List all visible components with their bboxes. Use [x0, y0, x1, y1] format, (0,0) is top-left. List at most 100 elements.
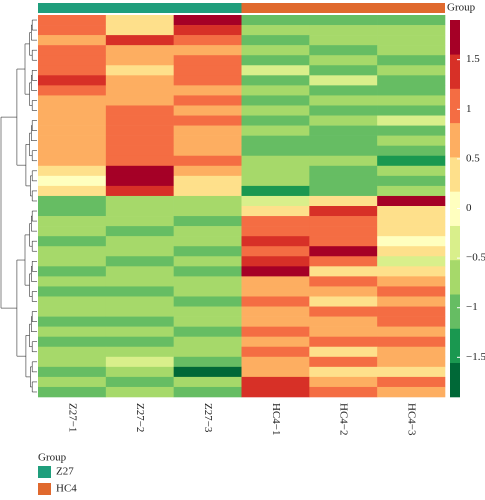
colorbar-tick-label: −0.5: [466, 252, 485, 264]
heatmap-cell: [173, 15, 242, 26]
heatmap-cell: [309, 306, 378, 317]
column-label: HC4−3: [406, 403, 418, 436]
heatmap-cell: [377, 316, 446, 327]
heatmap-cell: [309, 256, 378, 267]
heatmap-cell: [173, 296, 242, 307]
heatmap-cell: [105, 316, 174, 327]
colorbar-bin: [450, 191, 460, 226]
heatmap-cell: [377, 95, 446, 106]
heatmap-cell: [173, 366, 242, 378]
heatmap-cell: [105, 145, 174, 157]
heatmap-cell: [377, 155, 446, 167]
heatmap-cell: [309, 316, 378, 327]
heatmap-cell: [377, 326, 446, 337]
heatmap-cell: [241, 35, 310, 46]
heatmap-cell: [377, 376, 446, 388]
heatmap-cell: [377, 105, 446, 116]
heatmap-cell: [173, 115, 242, 126]
heatmap-cell: [173, 206, 242, 217]
heatmap-cell: [38, 75, 107, 86]
heatmap-cell: [105, 85, 174, 96]
heatmap-cell: [173, 105, 242, 116]
heatmap-cell: [38, 135, 107, 146]
heatmap-cell: [377, 236, 446, 247]
heatmap-cell: [241, 356, 310, 368]
colorbar-bin: [450, 225, 460, 261]
column-label: Z27−2: [134, 403, 146, 432]
heatmap-cell: [241, 155, 310, 167]
heatmap-cell: [241, 256, 310, 267]
heatmap-cell: [309, 35, 378, 46]
heatmap-cell: [173, 226, 242, 237]
heatmap-cell: [241, 206, 310, 217]
colorbar-bin: [450, 259, 460, 295]
heatmap-cell: [38, 105, 107, 116]
heatmap-cell: [105, 185, 174, 197]
heatmap-cell: [309, 55, 378, 66]
heatmap-cell: [38, 266, 107, 277]
heatmap-cell: [309, 145, 378, 157]
legend-label: Z27: [56, 466, 74, 478]
heatmap-cell: [38, 165, 107, 177]
heatmap-cell: [241, 65, 310, 76]
heatmap-cell: [38, 246, 107, 257]
heatmap-cell: [105, 226, 174, 237]
heatmap-cell: [173, 165, 242, 177]
heatmap-cell: [38, 386, 107, 398]
heatmap-cell: [377, 45, 446, 56]
heatmap-cell: [105, 15, 174, 26]
heatmap-cell: [105, 246, 174, 257]
heatmap-cell: [105, 336, 174, 348]
heatmap-cell: [105, 105, 174, 116]
heatmap-cell: [105, 95, 174, 106]
heatmap-cell: [105, 276, 174, 287]
column-label: Z27−3: [202, 403, 214, 433]
heatmap-cell: [309, 276, 378, 287]
heatmap-cell: [377, 75, 446, 86]
heatmap-cell: [173, 175, 242, 187]
heatmap-cell: [309, 336, 378, 348]
heatmap-cell: [105, 195, 174, 207]
heatmap-cell: [38, 65, 107, 76]
heatmap-cell: [38, 25, 107, 36]
colorbar-tick-label: 0.5: [466, 152, 480, 164]
heatmap-cell: [38, 366, 107, 378]
heatmap-cell: [377, 25, 446, 36]
heatmap-cell: [173, 336, 242, 348]
heatmap-cell: [173, 145, 242, 157]
heatmap-cell: [309, 376, 378, 388]
heatmap-cell: [241, 296, 310, 307]
heatmap-cell: [377, 35, 446, 46]
heatmap-cell: [309, 226, 378, 237]
heatmap-cell: [241, 145, 310, 157]
heatmap-cell: [105, 266, 174, 277]
heatmap-cell: [173, 95, 242, 106]
heatmap-cell: [173, 155, 242, 167]
heatmap-cell: [309, 175, 378, 187]
heatmap-cell: [377, 145, 446, 157]
heatmap-cell: [105, 25, 174, 36]
heatmap-cell: [241, 75, 310, 86]
heatmap-cell: [173, 306, 242, 317]
heatmap-cell: [105, 216, 174, 227]
heatmap-cell: [241, 165, 310, 177]
heatmap-cell: [173, 195, 242, 207]
heatmap-cell: [38, 125, 107, 136]
heatmap-cell: [377, 346, 446, 358]
heatmap-cell: [309, 45, 378, 56]
heatmap-cell: [241, 45, 310, 56]
heatmap-cell: [241, 326, 310, 337]
heatmap-cell: [173, 35, 242, 46]
heatmap-cell: [309, 165, 378, 177]
heatmap-cell: [241, 115, 310, 126]
heatmap-cell: [38, 35, 107, 46]
heatmap-cell: [377, 246, 446, 257]
heatmap-cell: [105, 45, 174, 56]
colorbar-bin: [450, 294, 460, 329]
heatmap-cell: [38, 346, 107, 358]
heatmap-cell: [173, 75, 242, 86]
heatmap-cell: [377, 256, 446, 267]
heatmap-cell: [241, 95, 310, 106]
heatmap-cell: [377, 286, 446, 297]
